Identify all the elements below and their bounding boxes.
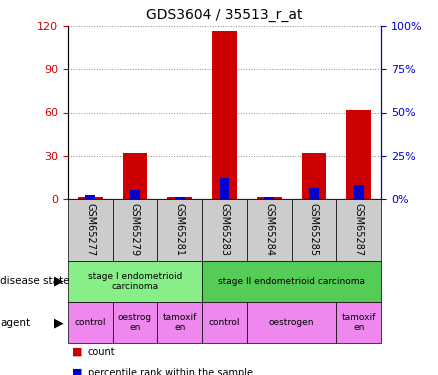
Text: count: count bbox=[88, 347, 115, 357]
Bar bbox=[78, 197, 102, 199]
Text: GSM65284: GSM65284 bbox=[264, 203, 274, 256]
Text: control: control bbox=[209, 318, 240, 327]
Text: percentile rank within the sample: percentile rank within the sample bbox=[88, 368, 253, 375]
Text: GSM65287: GSM65287 bbox=[354, 203, 364, 256]
Text: GSM65283: GSM65283 bbox=[219, 203, 230, 256]
Text: GSM65277: GSM65277 bbox=[85, 203, 95, 256]
Text: tamoxif
en: tamoxif en bbox=[342, 313, 376, 332]
Text: ■: ■ bbox=[72, 368, 83, 375]
Text: ▶: ▶ bbox=[54, 316, 64, 329]
Bar bbox=[354, 185, 364, 199]
Bar bbox=[85, 195, 95, 199]
Bar bbox=[175, 197, 185, 199]
Bar bbox=[346, 110, 371, 199]
Bar bbox=[212, 31, 237, 199]
Bar bbox=[309, 188, 319, 199]
Text: disease state: disease state bbox=[0, 276, 70, 286]
Bar bbox=[219, 178, 230, 199]
Text: GSM65279: GSM65279 bbox=[130, 203, 140, 256]
Text: agent: agent bbox=[0, 318, 30, 327]
Text: oestrog
en: oestrog en bbox=[118, 313, 152, 332]
Bar bbox=[264, 197, 274, 199]
Text: GSM65281: GSM65281 bbox=[175, 203, 185, 256]
Bar bbox=[123, 153, 147, 199]
Text: ▶: ▶ bbox=[54, 275, 64, 288]
Bar bbox=[257, 197, 282, 199]
Bar bbox=[302, 153, 326, 199]
Text: oestrogen: oestrogen bbox=[269, 318, 314, 327]
Text: control: control bbox=[74, 318, 106, 327]
Text: stage I endometrioid
carcinoma: stage I endometrioid carcinoma bbox=[88, 272, 182, 291]
Text: GSM65285: GSM65285 bbox=[309, 203, 319, 256]
Bar bbox=[130, 190, 140, 199]
Title: GDS3604 / 35513_r_at: GDS3604 / 35513_r_at bbox=[146, 9, 303, 22]
Text: stage II endometrioid carcinoma: stage II endometrioid carcinoma bbox=[218, 277, 365, 286]
Text: tamoxif
en: tamoxif en bbox=[162, 313, 197, 332]
Bar bbox=[167, 197, 192, 199]
Text: ■: ■ bbox=[72, 347, 83, 357]
